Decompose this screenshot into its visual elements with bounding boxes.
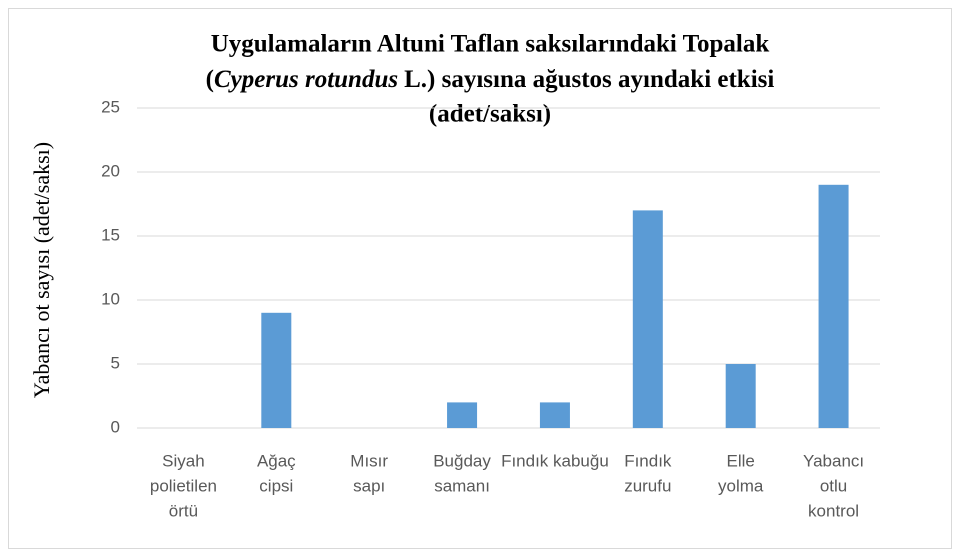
x-tick-label: otlu bbox=[820, 476, 847, 495]
bar bbox=[261, 312, 292, 428]
y-tick-label: 20 bbox=[101, 161, 120, 180]
x-tick-label: örtü bbox=[169, 501, 198, 520]
y-tick-label: 0 bbox=[111, 417, 120, 436]
chart-frame bbox=[8, 8, 952, 549]
y-tick-label: 5 bbox=[111, 353, 120, 372]
x-tick-label: yolma bbox=[718, 476, 764, 495]
chart-title: ( bbox=[206, 66, 214, 93]
bar bbox=[539, 402, 570, 428]
y-tick-label: 25 bbox=[101, 97, 120, 116]
x-tick-label: Fındık kabuğu bbox=[501, 451, 609, 470]
x-tick-label: samanı bbox=[434, 476, 490, 495]
x-tick-label: Yabancı bbox=[803, 451, 864, 470]
x-tick-label: Siyah bbox=[162, 451, 205, 470]
bar bbox=[725, 364, 756, 428]
x-tick-label: cipsi bbox=[259, 476, 293, 495]
x-tick-label: Elle bbox=[727, 451, 755, 470]
x-tick-label: zurufu bbox=[624, 476, 671, 495]
x-tick-label: Ağaç bbox=[257, 451, 296, 470]
bar bbox=[447, 402, 478, 428]
x-tick-label: Fındık bbox=[624, 451, 672, 470]
y-tick-label: 10 bbox=[101, 289, 120, 308]
x-tick-label: kontrol bbox=[808, 501, 859, 520]
x-tick-label: Buğday bbox=[433, 451, 491, 470]
bar bbox=[818, 184, 849, 428]
x-tick-label: polietilen bbox=[150, 476, 217, 495]
y-tick-label: 15 bbox=[101, 225, 120, 244]
x-tick-label: sapı bbox=[353, 476, 385, 495]
chart-title: Uygulamaların Altuni Taflan saksılarında… bbox=[211, 31, 770, 58]
chart-title: (Cyperus rotundus L.) sayısına ağustos ay… bbox=[206, 66, 775, 93]
bar bbox=[632, 210, 663, 428]
chart-title: (adet/saksı) bbox=[429, 101, 551, 128]
y-axis-label: Yabancı ot sayısı (adet/saksı) bbox=[29, 142, 54, 398]
chart-title: L.) sayısına ağustos ayındaki etkisi bbox=[404, 66, 774, 93]
x-tick-label: Mısır bbox=[350, 451, 388, 470]
chart-title-italic: Cyperus rotundus bbox=[214, 66, 398, 93]
